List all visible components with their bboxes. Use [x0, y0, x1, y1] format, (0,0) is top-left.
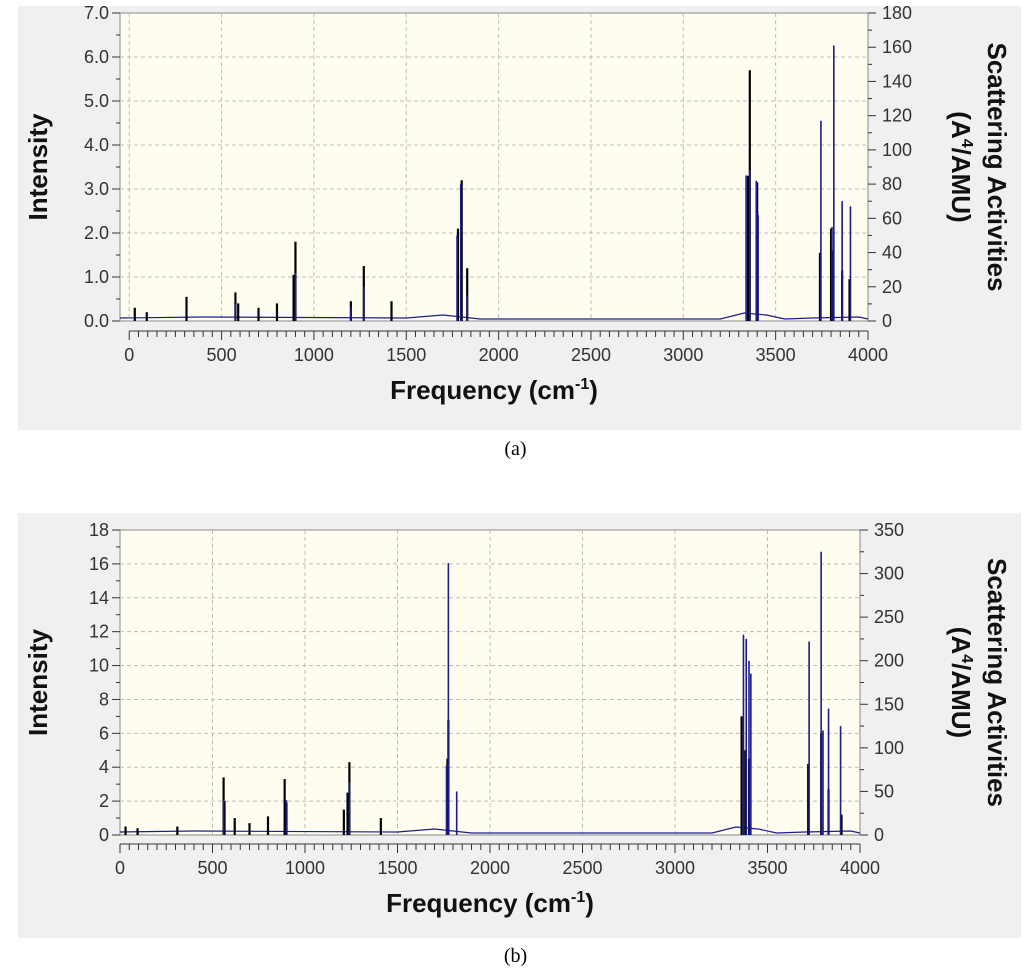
- x-tick-label: 2500: [562, 858, 602, 878]
- y-tick-label: 1.0: [84, 267, 109, 287]
- chart-panel-a: 0.0 1.0 2.0 3.0 4.0 5.0 6.0 7.0 0 20 40 60 80 100 120 1…: [0, 0, 1031, 460]
- y2-axis-title: Scattering Activities: [982, 42, 1012, 291]
- y-tick-label: 18: [89, 520, 109, 540]
- x-tick-label: 1000: [285, 858, 325, 878]
- x-tick-label: 4000: [848, 345, 888, 365]
- y-tick-label: 14: [89, 588, 109, 608]
- y-tick-label: 8: [99, 689, 109, 709]
- y2-tick-label: 200: [874, 651, 904, 671]
- y2-axis-unit: (A4/AMU): [946, 111, 976, 222]
- y-axis-title: Intensity: [23, 113, 53, 220]
- y-tick-label: 3.0: [84, 179, 109, 199]
- y-tick-label: 5.0: [84, 91, 109, 111]
- x-tick-label: 1000: [294, 345, 334, 365]
- x-tick-label: 3500: [747, 858, 787, 878]
- caption-a: (a): [504, 438, 527, 460]
- x-tick-label: 2000: [470, 858, 510, 878]
- x-tick-label: 1500: [377, 858, 417, 878]
- y-tick-label: 0: [99, 825, 109, 845]
- x-tick-label: 3000: [655, 858, 695, 878]
- x-tick-label: 500: [197, 858, 227, 878]
- chart-panel-b: 0 2 4 6 8 10 12 14 16 18 0 50 100 150 200 250 300 350 0 500…: [0, 505, 1031, 970]
- y2-tick-label: 140: [882, 71, 912, 91]
- x-tick-label: 1500: [386, 345, 426, 365]
- x-axis-title: Frequency (cm-1): [386, 888, 594, 918]
- x-tick-label: 2000: [479, 345, 519, 365]
- y2-tick-label: 80: [882, 174, 902, 194]
- y2-tick-label: 100: [882, 140, 912, 160]
- caption-b: (b): [503, 945, 528, 967]
- y2-tick-label: 350: [874, 520, 904, 540]
- y2-tick-label: 0: [874, 825, 884, 845]
- x-tick-label: 3000: [663, 345, 703, 365]
- y2-tick-label: 160: [882, 37, 912, 57]
- y-tick-label: 0.0: [84, 311, 109, 331]
- y2-tick-label: 120: [882, 106, 912, 126]
- x-tick-label: 0: [124, 345, 134, 365]
- x-tick-label: 2500: [571, 345, 611, 365]
- y-tick-label: 10: [89, 656, 109, 676]
- x-tick-label: 4000: [840, 858, 880, 878]
- plot-area: [119, 12, 869, 322]
- x-tick-label: 3500: [756, 345, 796, 365]
- y2-tick-label: 0: [882, 311, 892, 331]
- y-tick-label: 6.0: [84, 47, 109, 67]
- y2-tick-label: 60: [882, 208, 902, 228]
- y2-tick-label: 180: [882, 3, 912, 23]
- x-tick-label: 0: [115, 858, 125, 878]
- y2-tick-label: 20: [882, 277, 902, 297]
- y2-tick-label: 40: [882, 243, 902, 263]
- y-tick-label: 6: [99, 723, 109, 743]
- y-tick-label: 7.0: [84, 3, 109, 23]
- x-tick-label: 500: [207, 345, 237, 365]
- y2-tick-label: 300: [874, 564, 904, 584]
- x-axis-title: Frequency (cm-1): [390, 375, 598, 405]
- y-tick-label: 4: [99, 757, 109, 777]
- baseline-trace: [119, 826, 861, 834]
- y2-tick-label: 100: [874, 738, 904, 758]
- spectrum-chart-a: 0.0 1.0 2.0 3.0 4.0 5.0 6.0 7.0 0 20 40 60 80 100 120 1…: [18, 3, 1021, 430]
- y2-tick-label: 150: [874, 694, 904, 714]
- y-axis-title: Intensity: [23, 629, 53, 736]
- y2-axis-title: Scattering Activities: [982, 558, 1012, 807]
- y2-axis-unit: (A4/AMU): [946, 627, 976, 738]
- y-tick-label: 16: [89, 554, 109, 574]
- y-tick-label: 2.0: [84, 223, 109, 243]
- y-tick-label: 2: [99, 791, 109, 811]
- y-tick-label: 12: [89, 622, 109, 642]
- y-tick-label: 4.0: [84, 135, 109, 155]
- y2-tick-label: 50: [874, 781, 894, 801]
- y2-tick-label: 250: [874, 607, 904, 627]
